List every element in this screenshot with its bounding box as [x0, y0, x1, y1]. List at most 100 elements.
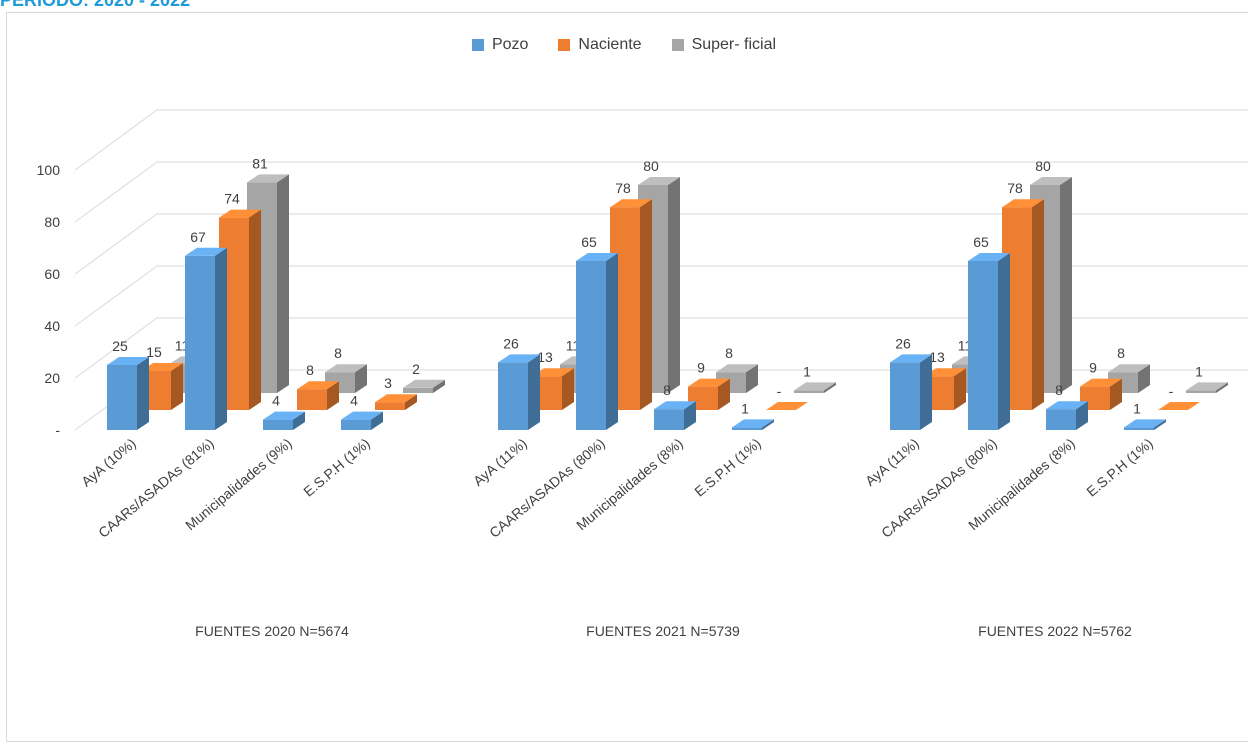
data-label: 9	[697, 360, 705, 376]
bar-top	[1046, 401, 1088, 410]
bar-top	[1158, 402, 1200, 410]
bar-side	[371, 411, 383, 430]
bar-top	[219, 209, 261, 218]
data-label: 13	[929, 349, 945, 365]
gridline	[74, 213, 1248, 275]
legend-swatch-pozo	[471, 39, 484, 51]
page-title: PERIODO: 2020 - 2022	[0, 0, 191, 10]
data-label: 1	[1133, 400, 1141, 416]
data-label: 4	[350, 393, 358, 409]
group-label: FUENTES 2020 N=5674	[195, 623, 349, 639]
bar-front	[403, 387, 433, 393]
data-label: 80	[1035, 158, 1051, 174]
data-label: 65	[973, 234, 989, 250]
bar-top	[1080, 378, 1122, 387]
y-tick-label: 60	[44, 266, 60, 282]
bar-front	[794, 390, 824, 393]
data-label: 9	[1089, 360, 1097, 376]
bar-side	[1216, 382, 1228, 393]
bar-side	[249, 209, 261, 410]
data-label: 1	[803, 363, 811, 379]
data-label: 2	[412, 361, 420, 377]
bar-side	[405, 394, 417, 410]
bar-front	[1124, 427, 1154, 430]
data-label: 26	[503, 335, 519, 351]
bar-side	[920, 354, 932, 430]
bar-side	[1138, 364, 1150, 393]
data-label: 15	[146, 344, 162, 360]
bar-side	[718, 378, 730, 410]
data-label: 78	[1007, 180, 1023, 196]
data-label: 3	[384, 375, 392, 391]
gridline	[74, 109, 1248, 171]
legend-swatch-superficial	[671, 39, 684, 51]
bar-top	[1124, 419, 1166, 428]
bar-front	[375, 402, 405, 410]
data-label: 26	[895, 335, 911, 351]
bar-top	[1186, 382, 1228, 391]
bar-side	[277, 174, 289, 393]
bar-top	[732, 419, 774, 428]
gridline	[74, 317, 1248, 379]
bar-side	[998, 253, 1010, 430]
data-label: 80	[643, 158, 659, 174]
bar-front	[576, 261, 606, 430]
category-label: E.S.P.H (1%)	[691, 435, 764, 500]
bar-top	[403, 379, 445, 388]
data-label: 65	[581, 234, 597, 250]
y-tick-label: 20	[44, 370, 60, 386]
bar-front	[890, 362, 920, 430]
data-label: 81	[252, 155, 268, 171]
bar-front	[185, 255, 215, 430]
legend-swatch-naciente	[558, 39, 571, 51]
data-label: 78	[615, 180, 631, 196]
bar-top	[794, 382, 836, 391]
category-label: AyA (10%)	[78, 435, 139, 490]
bar-top	[1030, 177, 1072, 185]
data-label: 74	[224, 191, 240, 207]
legend-item-pozo: Pozo	[471, 36, 529, 54]
data-label: -	[1169, 383, 1174, 399]
bar-top	[766, 402, 808, 410]
bar-top	[247, 174, 289, 183]
gridline	[74, 265, 1248, 327]
bar-top	[638, 177, 680, 185]
bar-side	[746, 364, 758, 393]
bar-side	[215, 247, 227, 430]
bar-side	[137, 357, 149, 430]
gridline	[74, 161, 1248, 223]
bar-front	[1186, 390, 1216, 393]
bar-side	[433, 379, 445, 393]
bar-top	[107, 357, 149, 365]
bar-side	[954, 368, 966, 410]
bar-side	[606, 253, 618, 430]
bar-side	[668, 177, 680, 393]
bar-side	[327, 381, 339, 410]
bar-top	[498, 354, 540, 363]
bar-side	[640, 199, 652, 410]
data-label: 13	[537, 349, 553, 365]
data-label: 25	[112, 338, 128, 354]
bar-top	[341, 411, 383, 420]
bar-side	[1060, 177, 1072, 393]
bar-top	[924, 368, 966, 377]
bar-side	[1032, 199, 1044, 410]
bar-side	[762, 419, 774, 430]
bar-top	[141, 363, 183, 371]
bar-front	[341, 419, 371, 430]
bar-side	[171, 363, 183, 410]
bar-side	[355, 364, 367, 393]
bar-top	[297, 381, 339, 390]
category-label: AyA (11%)	[862, 435, 922, 489]
legend-label-superficial: Super- ficial	[691, 36, 777, 53]
bar-top	[1002, 199, 1044, 208]
y-tick-label: 100	[37, 162, 61, 178]
bar-front	[263, 419, 293, 430]
legend-label-pozo: Pozo	[491, 36, 529, 53]
bar-front	[107, 365, 137, 430]
bar-top	[325, 364, 367, 373]
group-label: FUENTES 2021 N=5739	[586, 623, 740, 639]
data-label: 4	[272, 393, 280, 409]
bar-side	[1154, 419, 1166, 430]
data-label: 8	[1117, 345, 1125, 361]
